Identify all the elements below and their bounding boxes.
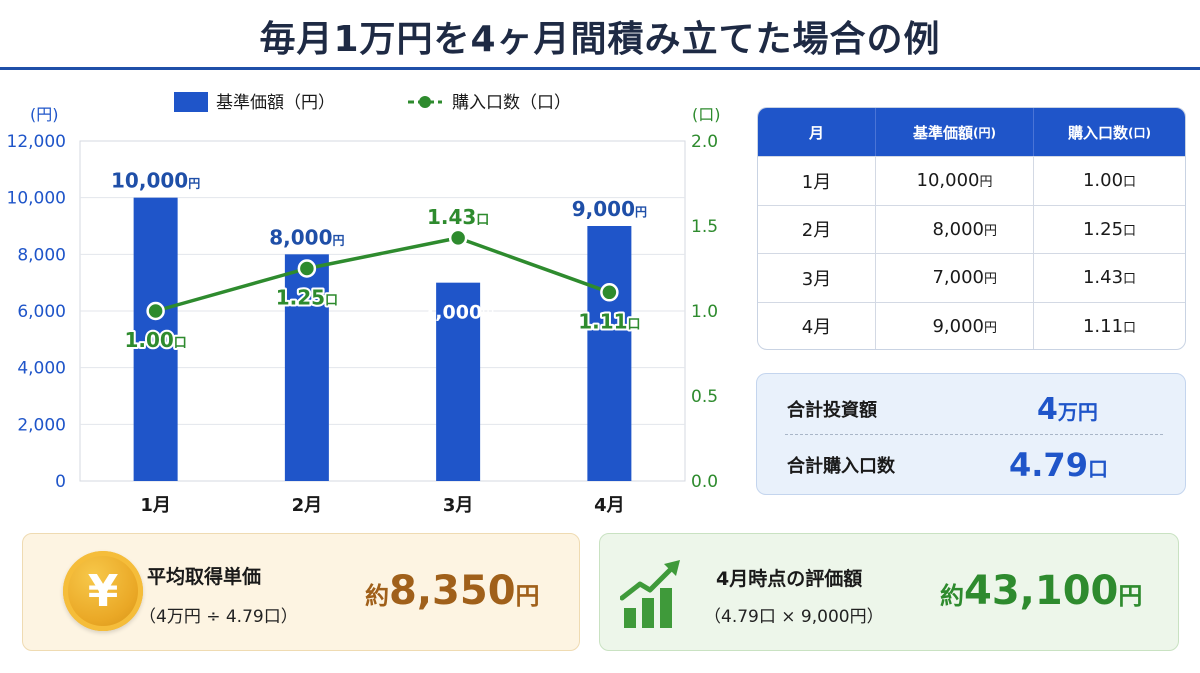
month-cell: 3月 [758,254,876,302]
legend-line-label: 購入口数（口） [452,93,571,113]
bar-data-label: 8,000円 [269,225,344,249]
units-cell: 1.11 口 [1082,315,1137,337]
y-left-unit: (円) [30,105,59,124]
line-data-label: 1.43口 [427,205,489,229]
line-point [448,228,468,248]
header-units: 購入口数 (口) [1068,123,1151,142]
average-cost-formula: （4万円 ÷ 4.79口） [139,607,298,627]
bar [436,282,481,481]
data-table: 月 基準価額 (円) 購入口数 (口) 1月 10,000 円 1.00 口 2月 8,… [757,107,1186,350]
bar-data-label: 9,000円 [572,197,647,221]
x-tick-label: 3月 [443,495,474,516]
line-data-label: 1.11口 [578,309,640,333]
y-right-unit: (口) [692,105,721,124]
table-row: 3月 7,000 円 1.43 口 [758,253,1185,302]
y-right-tick-label: 0.0 [691,472,718,492]
x-tick-label: 4月 [594,495,625,516]
price-cell: 9,000 円 [876,302,1034,349]
header-month: 月 [758,108,876,156]
legend-bar-swatch [174,92,208,112]
bar-data-label: 7,000円 [422,302,494,324]
average-cost-value: 約 8,350 円 [365,568,540,614]
table-row: 1月 10,000 円 1.00 口 [758,156,1185,205]
legend-line-marker [419,96,431,108]
table-header: 月 基準価額 (円) 購入口数 (口) [758,108,1185,156]
valuation-value: 約 43,100 円 [940,568,1143,614]
valuation-formula: （4.79口 × 9,000円） [704,607,884,627]
combo-chart: 0 2,000 4,000 6,000 8,000 10,000 12,000 0.0 0.5 1… [7,92,721,516]
line-point [600,283,619,302]
total-investment-row: 合計投資額 4 万円 [757,380,1185,438]
line-series [155,236,610,313]
y-left-tick-label: 8,000 [17,245,66,265]
y-right-tick-label: 1.0 [691,302,718,322]
y-left-tick-label: 6,000 [17,302,66,322]
page-title: 毎月1万円を4ヶ月間積み立てた場合の例 [259,19,941,60]
summary-box: 合計投資額 4 万円 合計購入口数 4.79 口 [756,373,1186,495]
price-cell: 10,000 円 [876,157,1034,205]
bar [587,226,632,481]
line-point [146,301,165,321]
y-left-tick-label: 0 [55,472,66,492]
bar [284,254,329,481]
valuation-card: 4月時点の評価額 （4.79口 × 9,000円） 約 43,100 円 [599,533,1179,651]
total-investment-label: 合計投資額 [787,400,877,421]
month-cell: 2月 [758,205,876,253]
average-cost-card: ¥ 平均取得単価 （4万円 ÷ 4.79口） 約 8,350 円 [22,533,580,651]
price-cell: 8,000 円 [876,205,1034,253]
y-left-tick-label: 4,000 [17,359,66,379]
x-tick-label: 2月 [292,495,323,516]
summary-divider [785,434,1163,435]
month-cell: 4月 [758,302,876,349]
y-left-tick-label: 2,000 [17,415,66,435]
y-right-tick-label: 2.0 [691,132,718,152]
month-cell: 1月 [758,157,876,205]
valuation-title: 4月時点の評価額 [716,568,863,590]
bar-data-label: 10,000円 [111,169,200,193]
y-left-tick-label: 10,000 [7,189,66,209]
units-cell: 1.00 口 [1082,170,1137,192]
y-right-tick-label: 1.5 [691,217,718,237]
units-cell: 1.25 口 [1082,218,1137,240]
average-cost-title: 平均取得単価 [147,566,262,588]
growth-chart-icon [620,560,680,628]
legend-bar-label: 基準価額（円） [216,93,335,113]
line-point [297,259,317,278]
bar [133,197,178,481]
title-underline [0,67,1200,70]
line-data-label: 1.00口 [124,328,186,352]
total-units-label: 合計購入口数 [787,456,895,477]
yen-coin-icon: ¥ [63,551,143,631]
y-left-tick-label: 12,000 [7,132,66,152]
total-units-value: 4.79 口 [1009,446,1108,484]
line-data-label: 1.25口 [276,286,338,310]
header-price: 基準価額 (円) [876,108,1034,156]
total-units-row: 合計購入口数 4.79 口 [757,436,1185,494]
table-body: 1月 10,000 円 1.00 口 2月 8,000 円 1.25 口 3月 7,00… [758,156,1185,349]
y-right-tick-label: 0.5 [691,387,718,407]
price-cell: 7,000 円 [876,254,1034,302]
table-row: 2月 8,000 円 1.25 口 [758,204,1185,253]
units-cell: 1.43 口 [1082,267,1137,289]
x-tick-label: 1月 [140,495,171,516]
total-investment-value: 4 万円 [1037,391,1098,427]
table-row: 4月 9,000 円 1.11 口 [758,301,1185,349]
